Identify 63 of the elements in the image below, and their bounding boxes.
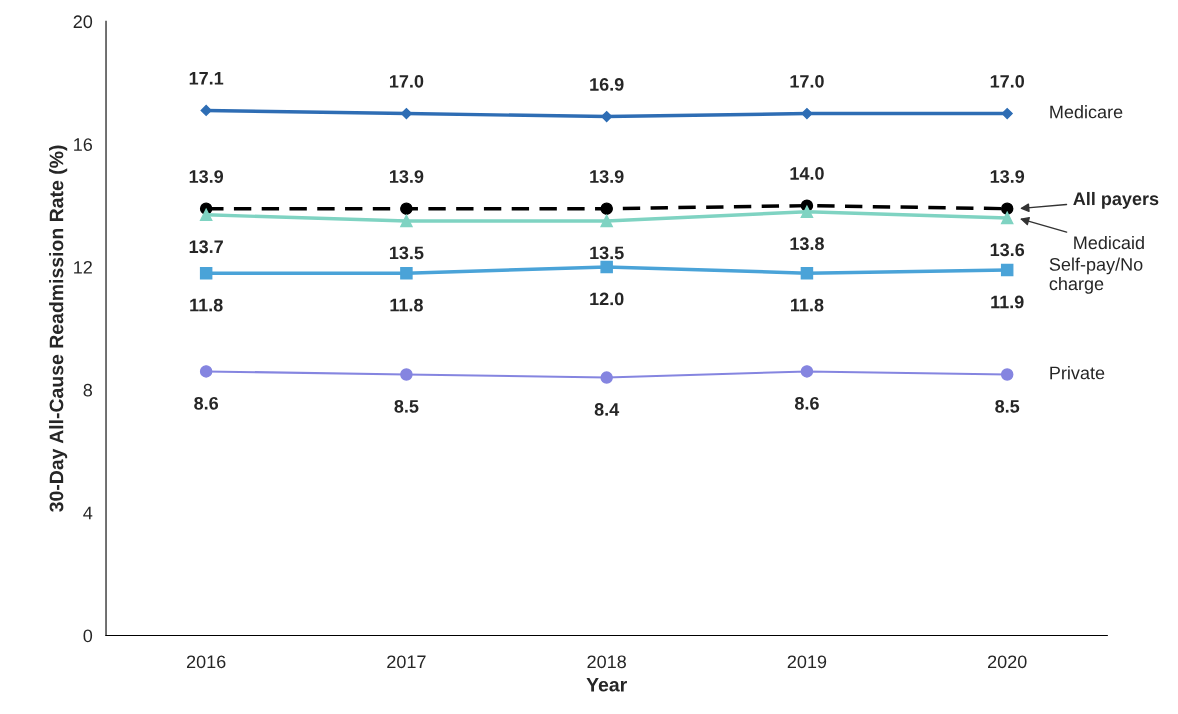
point — [1000, 202, 1014, 215]
data-label: 8.6 — [194, 396, 219, 410]
data-label: 13.6 — [990, 243, 1025, 257]
data-label: 16.9 — [590, 78, 624, 91]
x-tick-label: 2020 — [988, 655, 1027, 669]
data-label: 13.8 — [790, 237, 824, 251]
point — [600, 371, 613, 384]
data-label: 8.5 — [995, 399, 1020, 413]
data-label: 17.1 — [189, 72, 224, 85]
data-label: 8.6 — [794, 396, 819, 410]
data-label: 13.9 — [590, 170, 624, 183]
text: Private — [1050, 366, 1105, 380]
data-label: 13.9 — [189, 170, 224, 183]
point — [600, 202, 613, 215]
point — [800, 205, 814, 219]
point — [400, 368, 413, 381]
point — [800, 365, 814, 378]
data-label: 8.4 — [594, 403, 620, 416]
point — [199, 208, 213, 222]
x-axis-title: Year — [586, 678, 627, 692]
data-label: 13.5 — [389, 246, 424, 260]
data-label: 11.9 — [991, 295, 1024, 309]
y-tick-label: 0 — [83, 629, 93, 643]
data-label: 8.5 — [394, 399, 419, 413]
y-tick-label: 20 — [73, 15, 93, 29]
point — [400, 202, 413, 215]
data-label: 17.0 — [389, 74, 424, 88]
data-label: 13.7 — [189, 240, 223, 254]
y-axis-title: 30-Day All-Cause Readmission Rate (%) — [49, 145, 68, 512]
data-label: 17.0 — [990, 74, 1025, 88]
y-tick-label: 8 — [83, 383, 93, 397]
y-tick-label: 16 — [74, 138, 93, 151]
point — [199, 266, 213, 280]
data-label: 13.5 — [590, 246, 624, 260]
x-tick-label: 2018 — [587, 655, 626, 669]
point — [400, 266, 413, 280]
data-label: 14.0 — [790, 167, 824, 180]
x-tick-label: 2017 — [387, 655, 426, 669]
point — [600, 214, 613, 228]
data-label: 11.8 — [390, 298, 423, 312]
point — [200, 104, 212, 117]
point — [400, 214, 413, 228]
data-label: 13.9 — [990, 170, 1025, 183]
data-label: 11.8 — [190, 298, 223, 312]
x-tick-label: 2019 — [787, 655, 827, 669]
text: Medicare — [1050, 105, 1123, 119]
point — [199, 365, 213, 378]
point — [801, 107, 813, 120]
point — [800, 266, 814, 280]
x-tick-label: 2016 — [186, 655, 226, 669]
text: Self-pay/No charge — [1049, 257, 1143, 294]
text: Medicaid — [1074, 235, 1144, 250]
point — [600, 260, 613, 274]
point — [1000, 211, 1014, 225]
data-label: 17.0 — [790, 74, 824, 88]
y-tick-label: 4 — [83, 506, 93, 520]
data-label: 13.9 — [389, 170, 424, 183]
data-label: 12.0 — [590, 292, 624, 306]
point — [1000, 263, 1014, 277]
data-label: 11.8 — [790, 298, 824, 312]
point — [1000, 368, 1014, 381]
y-tick-label: 12 — [74, 260, 92, 274]
text: All payers — [1073, 191, 1159, 209]
